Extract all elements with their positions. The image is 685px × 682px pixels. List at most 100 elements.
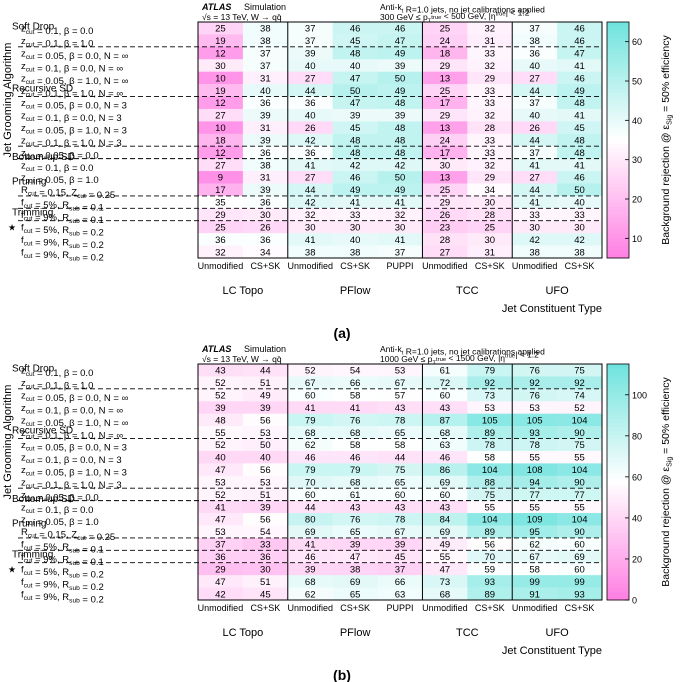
- cell-value: 75: [484, 490, 495, 501]
- cell-value: 38: [260, 24, 271, 35]
- colorbar-segment: [607, 100, 629, 105]
- group-label: Soft Drop: [12, 363, 55, 374]
- cell-value: 36: [260, 552, 271, 563]
- colorbar-segment: [607, 415, 629, 420]
- heatmap-cell: [242, 59, 289, 72]
- heatmap-cell: [242, 34, 289, 48]
- heatmap-cell: [422, 426, 468, 439]
- energy-label: √s = 13 TeV, W → qq̄: [202, 354, 282, 364]
- heatmap-cell: [332, 575, 378, 588]
- cell-value: 41: [574, 61, 585, 72]
- heatmap-cell: [557, 450, 603, 464]
- heatmap-cell: [377, 84, 423, 97]
- cell-value: 39: [260, 403, 271, 414]
- cell-value: 27: [215, 160, 226, 171]
- cell-value: 84: [440, 515, 451, 526]
- colorbar-segment: [607, 199, 629, 204]
- colorbar-segment: [607, 210, 629, 216]
- y-axis-title: Jet Grooming Algorithm: [2, 43, 14, 158]
- row-label: zcut = 0.1, β = 0.0, N = 3: [21, 111, 122, 125]
- heatmap-cell: [467, 525, 513, 539]
- column-label: Unmodified: [422, 603, 468, 613]
- cell-value: 99: [574, 577, 585, 588]
- cell-value: 33: [484, 49, 495, 60]
- colorbar-segment: [607, 529, 629, 534]
- cell-value: 41: [215, 502, 226, 513]
- heatmap-cell: [467, 562, 513, 576]
- heatmap-cell: [198, 475, 244, 489]
- heatmap-cell: [512, 133, 558, 147]
- colorbar-segment: [607, 218, 629, 223]
- heatmap-cell: [467, 450, 513, 464]
- cell-value: 60: [574, 540, 585, 551]
- heatmap-cell: [198, 22, 244, 35]
- cell-value: 28: [484, 210, 495, 221]
- cell-value: 39: [350, 540, 361, 551]
- cell-value: 41: [350, 198, 361, 209]
- colorbar-segment: [607, 57, 629, 62]
- heatmap-cell: [332, 376, 378, 390]
- cell-value: 91: [529, 589, 540, 600]
- heatmap-cell: [198, 84, 244, 97]
- heatmap-cell: [557, 463, 603, 477]
- cell-value: 55: [574, 453, 585, 464]
- heatmap-cell: [332, 220, 378, 234]
- heatmap-cell: [242, 537, 289, 551]
- cell-value: 41: [395, 198, 406, 209]
- cell-value: 40: [260, 453, 271, 464]
- heatmap-cell: [287, 376, 333, 390]
- cell-value: 38: [529, 247, 540, 258]
- colorbar-segment: [607, 450, 629, 455]
- heatmap-cell: [422, 488, 468, 501]
- heatmap-cell: [377, 426, 423, 439]
- heatmap-cell: [422, 71, 468, 85]
- column-group-label: TCC: [456, 285, 479, 297]
- cell-value: 47: [440, 564, 451, 575]
- heatmap-cell: [467, 233, 513, 246]
- heatmap-cell: [422, 146, 468, 159]
- cell-value: 68: [305, 428, 316, 439]
- cell-value: 37: [395, 247, 406, 258]
- cell-value: 48: [350, 49, 361, 60]
- heatmap-cell: [198, 121, 244, 135]
- heatmap-cell: [512, 475, 558, 489]
- heatmap-cell: [557, 575, 603, 588]
- heatmap-cell: [287, 34, 333, 48]
- cell-value: 48: [350, 135, 361, 146]
- cell-value: 17: [215, 185, 226, 196]
- cell-value: 25: [484, 222, 495, 233]
- cell-value: 49: [395, 185, 406, 196]
- cell-value: 42: [574, 235, 585, 246]
- cell-value: 105: [527, 415, 543, 426]
- jet-definition-label: Anti-kt R=1.0 jets, no jet calibrations …: [380, 2, 545, 15]
- cell-value: 67: [305, 378, 316, 389]
- heatmap-cell: [242, 488, 289, 501]
- heatmap-cell: [422, 46, 468, 60]
- cell-value: 39: [395, 111, 406, 122]
- heatmap-cell: [377, 108, 423, 122]
- cell-value: 37: [260, 49, 271, 60]
- heatmap-cell: [467, 513, 513, 526]
- cell-value: 32: [484, 61, 495, 72]
- heatmap-cell: [287, 475, 333, 489]
- heatmap-cell: [287, 525, 333, 539]
- heatmap-cell: [332, 500, 378, 514]
- row-label: zcut = 0.05, β = 0.0, N = ∞: [21, 49, 129, 63]
- colorbar-segment: [607, 474, 629, 479]
- heatmap-cell: [287, 59, 333, 72]
- colorbar-segment: [607, 214, 629, 220]
- column-label: CS+SK: [475, 603, 505, 613]
- colorbar-segment: [607, 45, 629, 50]
- heatmap-cell: [242, 562, 289, 576]
- heatmap-cell: [512, 183, 558, 197]
- heatmap-cell: [198, 71, 244, 85]
- heatmap-cell: [287, 71, 333, 85]
- cell-value: 93: [484, 577, 495, 588]
- heatmap-cell: [557, 208, 603, 222]
- colorbar-segment: [607, 387, 629, 392]
- cell-value: 95: [529, 527, 540, 538]
- colorbar-segment: [607, 564, 629, 569]
- row-label: fcut = 9%, Rsub = 0.2: [21, 235, 104, 251]
- kinematic-range-label: 1000 GeV ≤ pTtrue < 1500 GeV, |ηtrue| < …: [380, 350, 539, 367]
- heatmap-cell: [512, 171, 558, 184]
